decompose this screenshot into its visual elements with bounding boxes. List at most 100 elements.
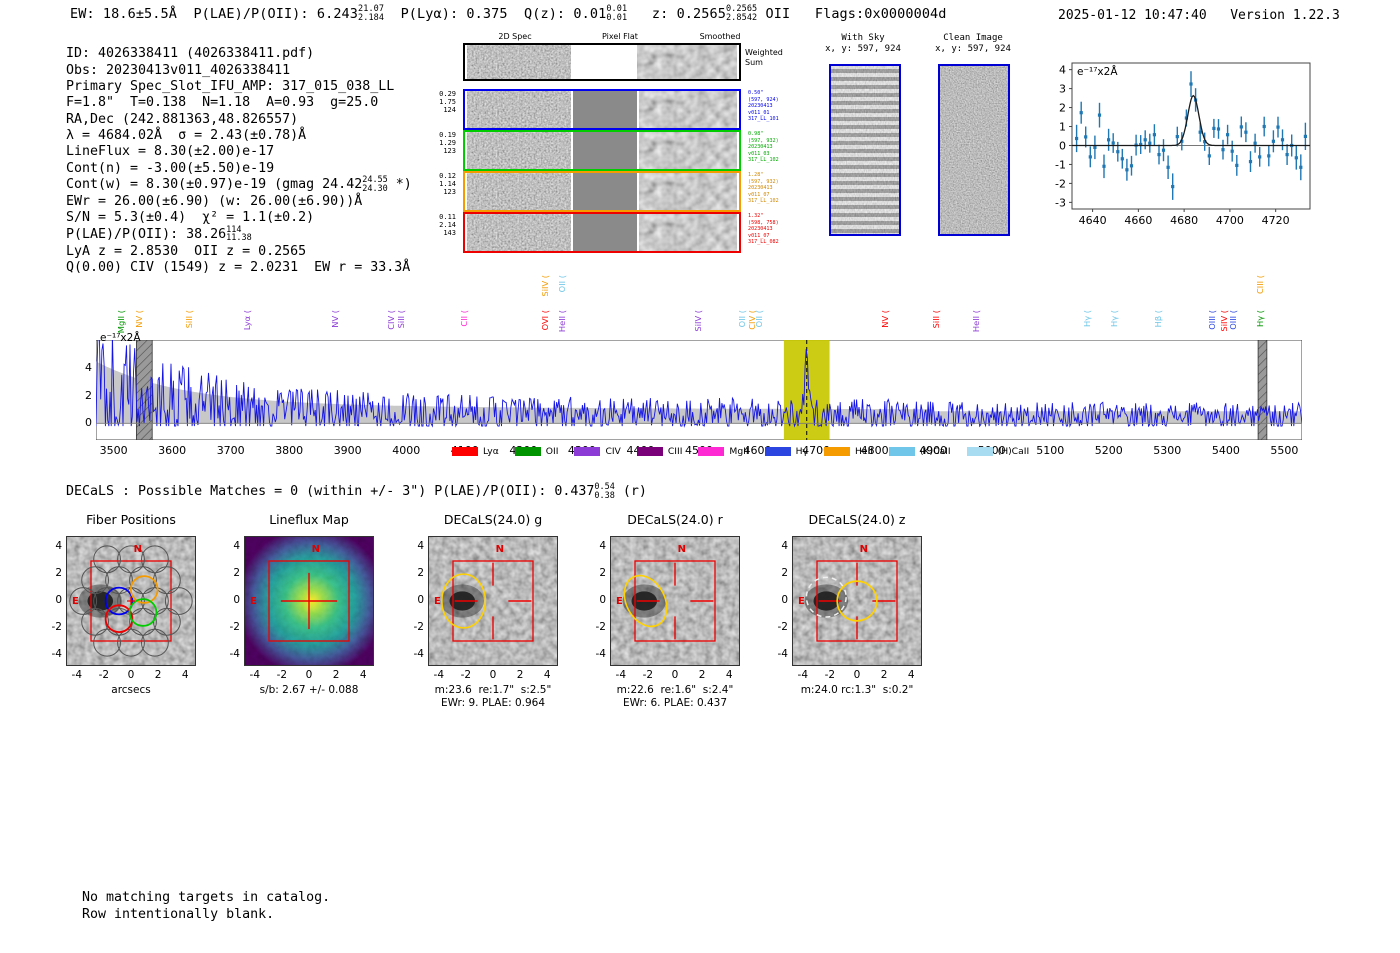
- ew-value: 18.6±5.5Å: [102, 6, 177, 22]
- cutout-x-tick: -4: [433, 669, 445, 681]
- with-sky-image[interactable]: [829, 64, 901, 236]
- plae-label: P(LAE)/P(OII):: [193, 6, 309, 22]
- decals-header-suffix: (r): [622, 484, 647, 499]
- cutout-x-tick: 2: [880, 669, 888, 681]
- spectrum-line-label: SiIV (: [539, 275, 550, 297]
- clean-image-caption: Clean Image x, y: 597, 924: [925, 33, 1021, 55]
- spectrum-x-tick: 3800: [275, 444, 304, 457]
- info-line-lineflux: LineFlux = 8.30(±2.00)e-17: [66, 144, 275, 160]
- cutout-y-tick: -4: [51, 648, 62, 661]
- qz-label: Q(z):: [524, 6, 566, 22]
- cutout-y-tick: -2: [595, 621, 606, 634]
- info-line-radec: RA,Dec (242.881363,48.826557): [66, 111, 299, 127]
- spectrum-line-label: SiII (: [396, 310, 407, 329]
- cutout-x-tick: 2: [332, 669, 340, 681]
- cutout-image[interactable]: [244, 536, 374, 666]
- fiber-metric-flux: 1.14: [439, 180, 456, 189]
- cutout-image[interactable]: [792, 536, 922, 666]
- plae-range: 21.07 2.184: [358, 4, 385, 23]
- legend-label: OII: [545, 446, 559, 457]
- spectrum-line-label: NV (: [133, 310, 144, 328]
- spectrum-x-tick: 5500: [1270, 444, 1299, 457]
- fiber-row[interactable]: [463, 89, 741, 130]
- spectrum-x-tick: 5100: [1036, 444, 1065, 457]
- info-line-q: Q(0.00) CIV (1549) z = 2.0231 EW r = 33.…: [66, 260, 411, 276]
- spectrum-line-label: Hγ (: [1082, 310, 1093, 328]
- fiber-row-image: [465, 173, 739, 210]
- cutout-x-tick: -2: [642, 669, 654, 681]
- clean-image-image[interactable]: [938, 64, 1010, 236]
- fiber-row[interactable]: [463, 171, 741, 212]
- cutout-x-tick: 0: [127, 669, 135, 681]
- cutout-subtext: s/b: 2.67 +/- 0.088: [259, 684, 359, 696]
- cutout-image[interactable]: [66, 536, 196, 666]
- spectrum-line-label: OII (: [556, 275, 567, 293]
- cutout-xlabel: arcsecs: [111, 684, 151, 696]
- svg-text:4640: 4640: [1079, 214, 1107, 227]
- legend-entry: OII: [514, 446, 559, 457]
- svg-text:1: 1: [1059, 121, 1066, 134]
- legend-entry: CIII: [636, 446, 682, 457]
- info-line-primary: Primary Spec_Slot_IFU_AMP: 317_015_038_L…: [66, 79, 395, 95]
- cutout-y-tick: -4: [777, 648, 788, 661]
- spectrum-line-label: CIV (: [385, 310, 396, 330]
- cutout-image[interactable]: [610, 536, 740, 666]
- spectrum-x-tick: 3700: [216, 444, 245, 457]
- info-line-contw: Cont(w) = 8.30(±0.97)e-19 (gmag 24.42: [66, 177, 363, 193]
- cutout-x-tick: 4: [907, 669, 915, 681]
- spectrum-line-label: SiIV (: [693, 310, 703, 332]
- legend-swatch: [966, 447, 993, 456]
- cutout-x-tick: 0: [305, 669, 313, 681]
- spec2d-title-pixelflat: Pixel Flat: [602, 32, 638, 41]
- fiber-row[interactable]: [463, 212, 741, 253]
- fiber-row-image: [465, 214, 739, 251]
- fiber-row-metrics: 0.29 1.75 124: [412, 90, 456, 115]
- cutout-x-tick: -2: [98, 669, 110, 681]
- qz-range: 0.01 0.01: [606, 4, 628, 23]
- cutout-y-tick: 4: [417, 539, 424, 552]
- cutout-title: DECaLS(24.0) r: [627, 512, 723, 527]
- info-line-ewr: EWr = 26.00(±6.90) (w: 26.00(±6.90))Å: [66, 194, 363, 210]
- with-sky-caption: With Sky x, y: 597, 924: [818, 33, 908, 55]
- spectrum-line-label: HeII (: [556, 310, 567, 333]
- z-range: 0.2565 2.8542: [725, 4, 758, 23]
- svg-text:4700: 4700: [1216, 214, 1244, 227]
- compass-east: E: [250, 595, 257, 607]
- spectrum-line-label: OVI (: [539, 310, 550, 331]
- z-label: z:: [651, 6, 669, 22]
- fiber-row-meta: 1.32" (598, 758) 20230413 v011_07 317_LL…: [748, 213, 779, 246]
- footer-line-1: No matching targets in catalog.: [82, 890, 331, 905]
- cutout-x-tick: 0: [853, 669, 861, 681]
- spectrum-line-label: SiII (: [183, 310, 194, 329]
- cutout-image[interactable]: [428, 536, 558, 666]
- cutout-y-tick: -4: [413, 648, 424, 661]
- spectrum-line-label: SiIV (: [1218, 310, 1229, 332]
- info-line-contn: Cont(n) = -3.00(±5.50)e-19: [66, 160, 275, 176]
- spectrum-line-label: OII (: [736, 310, 747, 328]
- spectrum-legend: Lyα OII CIV CIII MgII Hγ HeII (K)CaII (H)CaII: [452, 446, 1045, 457]
- info-line-plae: P(LAE)/P(OII): 38.26: [66, 226, 227, 242]
- legend-swatch: [764, 447, 791, 456]
- compass-north: N: [133, 544, 142, 555]
- svg-text:2: 2: [1059, 102, 1066, 115]
- decals-header: DECaLS : Possible Matches = 0 (within +/…: [66, 483, 647, 501]
- clean-image-title: Clean Image: [943, 33, 1003, 43]
- flags-value: Flags:0x0000004d: [814, 6, 947, 22]
- gmag-tail: *): [387, 177, 412, 193]
- plya-value: 0.375: [466, 6, 508, 22]
- legend-swatch: [888, 447, 915, 456]
- spectrum-x-tick: 4900: [919, 444, 948, 457]
- fiber-row[interactable]: [463, 130, 741, 171]
- compass-north: N: [495, 544, 504, 555]
- cutout-y-tick: 4: [233, 539, 240, 552]
- cutout-x-tick: -4: [797, 669, 809, 681]
- cutout-y-tick: -2: [777, 621, 788, 634]
- svg-text:-2: -2: [1055, 177, 1066, 190]
- report-version: Version 1.22.3: [1230, 8, 1340, 23]
- cutout-y-tick: 2: [781, 566, 788, 579]
- spectrum-x-tick: 5400: [1211, 444, 1240, 457]
- spectrum-line-label: MgII (: [116, 310, 127, 334]
- fiber-row-meta: 0.98" (597, 932) 20230413 v011_03 317_LL…: [748, 131, 779, 164]
- svg-text:4680: 4680: [1170, 214, 1198, 227]
- svg-text:-1: -1: [1055, 158, 1066, 171]
